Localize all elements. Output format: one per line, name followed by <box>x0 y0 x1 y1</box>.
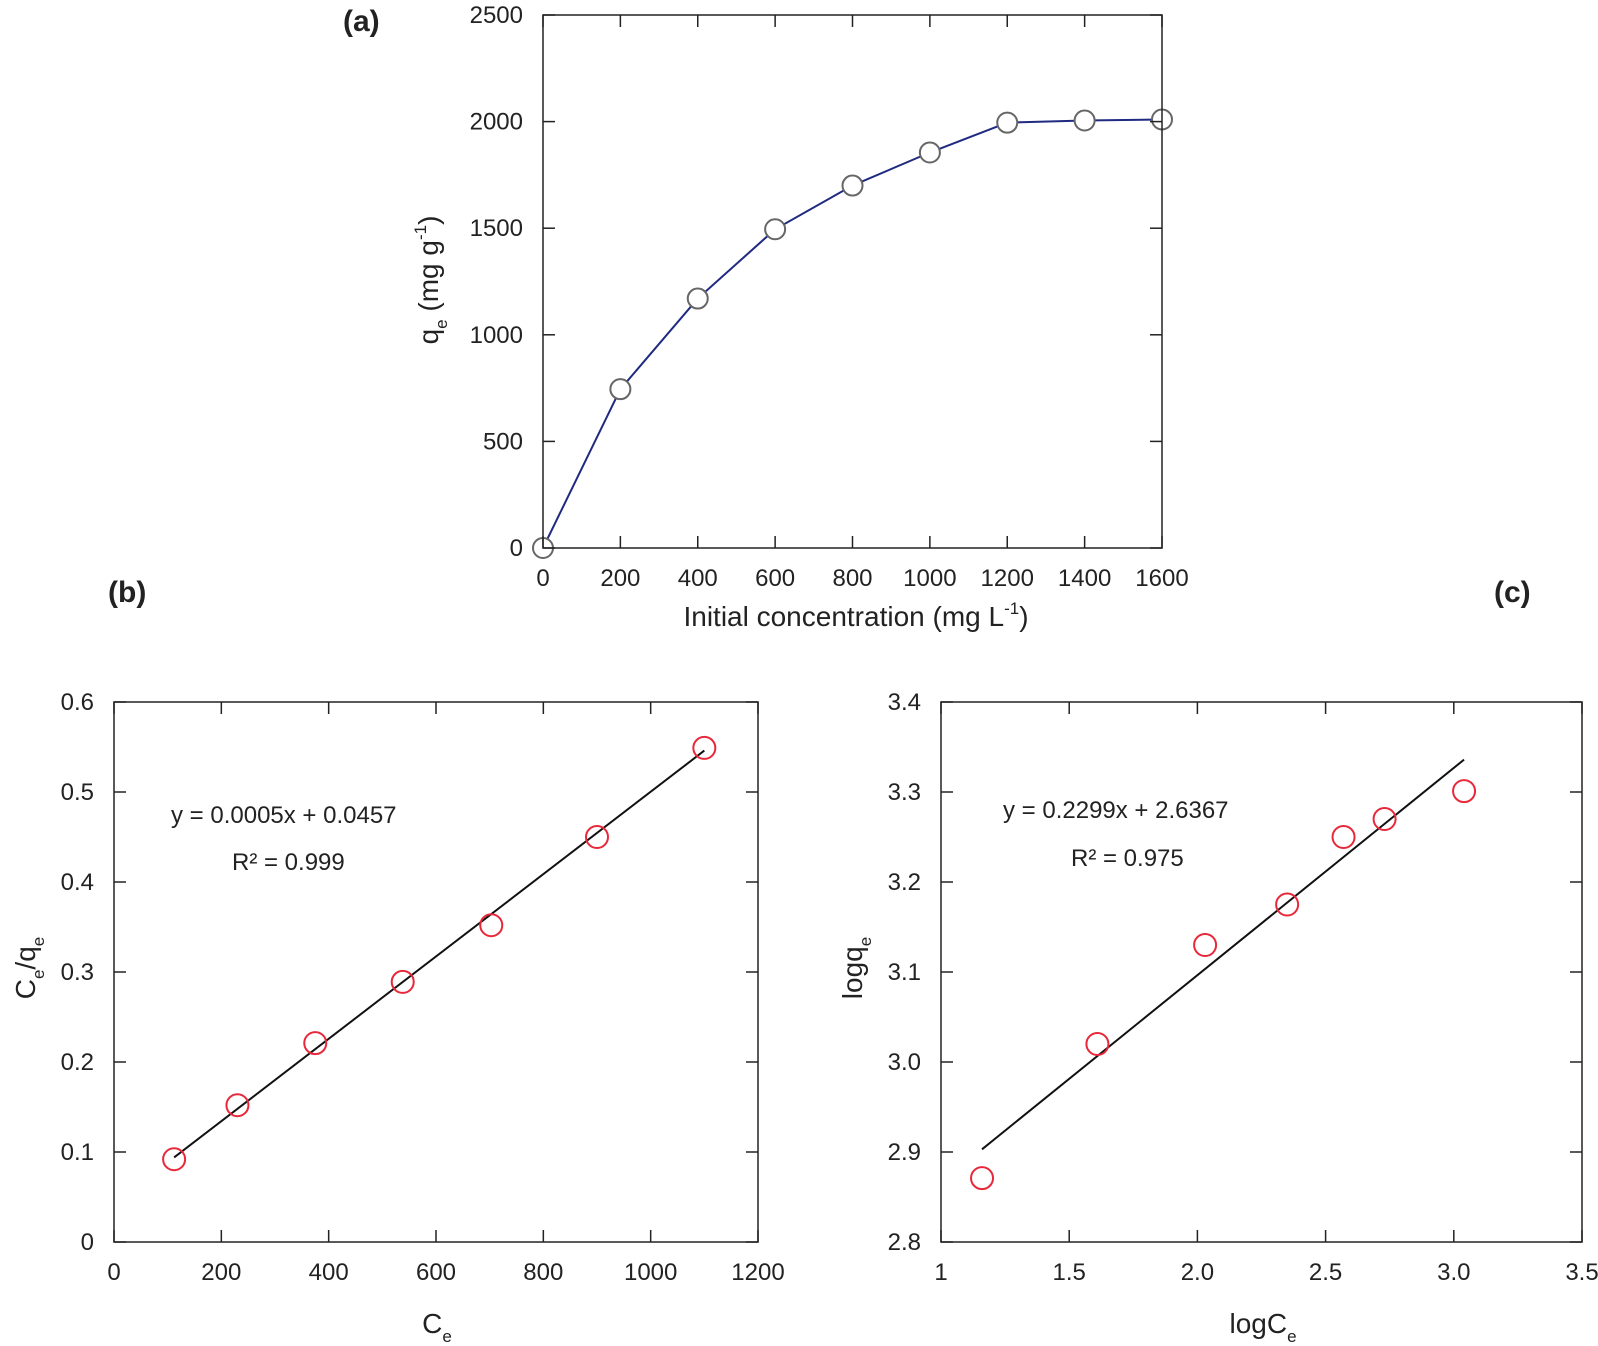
chart-c-x-axis-title: logCe <box>1229 1308 1296 1346</box>
chart-c-y-tick-label: 3.4 <box>888 689 921 716</box>
chart-a-x-tick-label: 1600 <box>1135 565 1188 592</box>
chart-a-y-tick-label: 2500 <box>470 2 523 29</box>
chart-b-x-tick-label: 800 <box>523 1259 563 1286</box>
chart-b-y-tick-label: 0 <box>81 1229 94 1256</box>
chart-b-x-axis-title: Ce <box>422 1308 452 1346</box>
panel-label-a: (a) <box>343 5 380 38</box>
chart-b-x-tick-label: 200 <box>201 1259 241 1286</box>
chart-a-x-tick-label: 200 <box>600 565 640 592</box>
chart-a-x-tick-label: 400 <box>678 565 718 592</box>
chart-b-x-tick-label: 600 <box>416 1259 456 1286</box>
chart-c-x-tick-label: 1 <box>934 1259 947 1286</box>
chart-a-y-tick-label: 1500 <box>470 215 523 242</box>
chart-a-y-tick-label: 500 <box>483 428 523 455</box>
chart-a-data-point <box>686 287 709 310</box>
chart-a-data-point <box>1073 109 1096 132</box>
chart-a-data-point <box>841 174 864 197</box>
chart-c-equation: y = 0.2299x + 2.6367 <box>1003 797 1229 824</box>
chart-a-data-point <box>609 378 632 401</box>
chart-b-data-point <box>303 1031 328 1056</box>
chart-b-x-tick-label: 0 <box>107 1259 120 1286</box>
chart-b-x-tick-label: 400 <box>309 1259 349 1286</box>
chart-a-x-tick-label: 800 <box>832 565 872 592</box>
chart-a-x-tick-label: 1000 <box>903 565 956 592</box>
chart-c-x-tick-label: 2.0 <box>1181 1259 1214 1286</box>
chart-a-y-tick-label: 1000 <box>470 322 523 349</box>
chart-a-plot-frame <box>542 14 1163 549</box>
chart-c-data-point <box>1275 892 1300 917</box>
chart-c-r-squared: R² = 0.975 <box>1071 845 1184 872</box>
chart-b-x-tick-label: 1200 <box>731 1259 784 1286</box>
chart-b-equation: y = 0.0005x + 0.0457 <box>171 802 397 829</box>
chart-a-y-axis-title: qe (mg g-1) <box>411 216 451 345</box>
chart-b-y-tick-label: 0.3 <box>61 959 94 986</box>
chart-a-y-tick-label: 0 <box>510 535 523 562</box>
chart-c-data-point <box>1372 807 1397 831</box>
chart-c-log-fit: 1 1.5 2.0 2.5 3.0 3.5 2.8 2.9 3.0 3.1 3.2 3.3 3.4 y … <box>837 689 1598 1346</box>
chart-b-data-point <box>225 1093 250 1118</box>
chart-c-x-tick-label: 2.5 <box>1309 1259 1342 1286</box>
chart-a-x-tick-label: 1400 <box>1058 565 1111 592</box>
chart-b-fit-line <box>173 749 705 1159</box>
chart-c-fit-line <box>981 758 1465 1151</box>
panel-label-c: (c) <box>1494 576 1531 609</box>
chart-c-y-tick-label: 3.1 <box>888 959 921 986</box>
chart-b-y-tick-label: 0.4 <box>61 869 94 896</box>
chart-c-x-tick-label: 3.5 <box>1565 1259 1598 1286</box>
chart-c-y-tick-label: 2.9 <box>888 1139 921 1166</box>
chart-b-x-tick-label: 1000 <box>624 1259 677 1286</box>
chart-c-y-tick-label: 3.2 <box>888 869 921 896</box>
chart-b-data-point <box>692 735 717 760</box>
chart-c-data-point <box>1193 933 1218 957</box>
chart-c-x-tick-label: 3.0 <box>1437 1259 1470 1286</box>
chart-a-x-tick-label: 0 <box>536 565 549 592</box>
chart-b-y-tick-label: 0.6 <box>61 689 94 716</box>
chart-c-x-tick-label: 1.5 <box>1053 1259 1086 1286</box>
chart-a-x-axis-title: Initial concentration (mg L-1) <box>683 599 1028 632</box>
panel-label-b: (b) <box>108 576 146 609</box>
chart-c-y-axis-title: logqe <box>837 937 875 999</box>
chart-c-plot-frame <box>940 701 1583 1243</box>
chart-b-y-tick-label: 0.2 <box>61 1049 94 1076</box>
chart-a-data-point <box>764 218 787 241</box>
chart-a-y-tick-label: 2000 <box>470 109 523 136</box>
chart-c-data-point <box>1452 779 1477 804</box>
chart-b-linear-fit: 0 200 400 600 800 1000 1200 0 0.1 0.2 0.3 0.4 0.5 0.6… <box>10 689 785 1346</box>
chart-b-data-point <box>479 913 504 938</box>
chart-a-data-point <box>918 141 941 164</box>
chart-b-data-point <box>162 1147 187 1172</box>
chart-a-x-tick-label: 600 <box>755 565 795 592</box>
chart-b-y-axis-title: Ce/qe <box>10 937 48 1000</box>
chart-a-data-point <box>996 111 1019 134</box>
chart-c-data-point <box>970 1166 995 1191</box>
chart-c-data-point <box>1331 825 1356 849</box>
chart-b-r-squared: R² = 0.999 <box>232 849 345 876</box>
chart-b-y-tick-label: 0.5 <box>61 779 94 806</box>
chart-c-y-tick-label: 2.8 <box>888 1229 921 1256</box>
chart-b-plot-frame <box>113 701 759 1243</box>
chart-b-data-point <box>390 969 415 994</box>
chart-c-y-tick-label: 3.0 <box>888 1049 921 1076</box>
chart-c-data-point <box>1085 1032 1110 1056</box>
chart-a-initial-concentration: 0 200 400 600 800 1000 1200 1400 1600 0 500 1000 150… <box>411 2 1189 632</box>
chart-c-y-tick-label: 3.3 <box>888 779 921 806</box>
chart-a-x-tick-label: 1200 <box>981 565 1034 592</box>
chart-b-data-point <box>585 825 609 849</box>
chart-b-y-tick-label: 0.1 <box>61 1139 94 1166</box>
